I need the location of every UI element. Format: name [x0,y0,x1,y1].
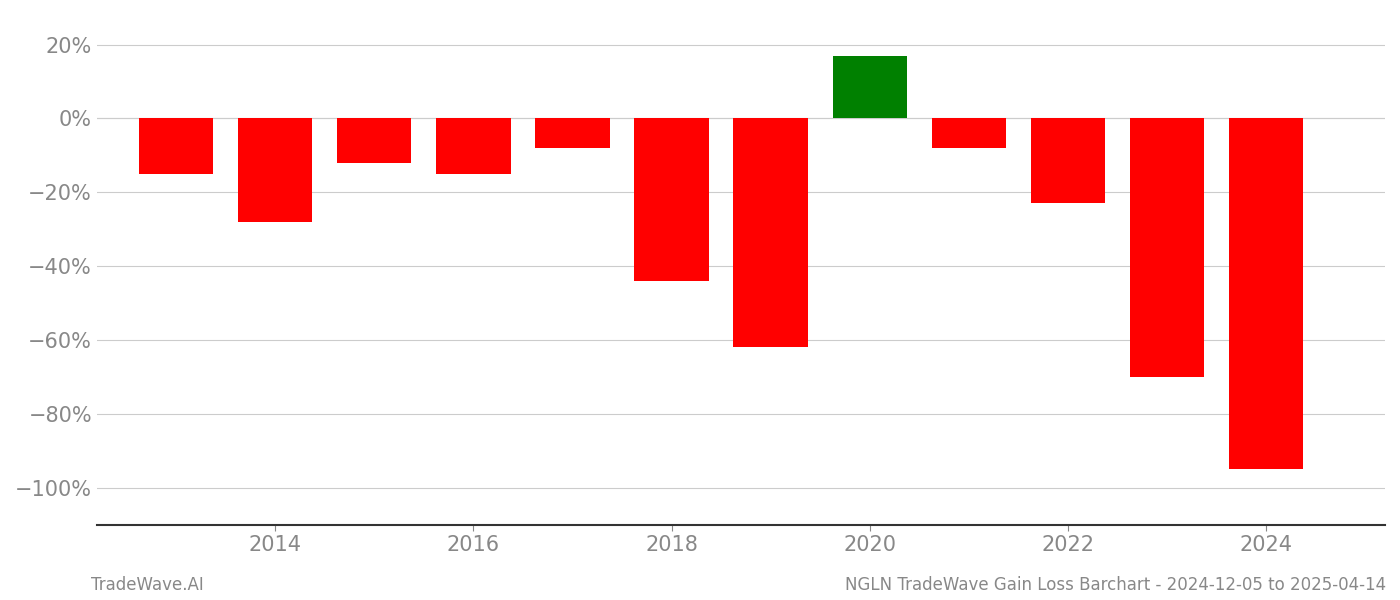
Bar [833,56,907,118]
Text: TradeWave.AI: TradeWave.AI [91,576,204,594]
Bar [238,118,312,222]
Bar [1229,118,1303,469]
Bar [1030,118,1105,203]
Bar [1130,118,1204,377]
Bar [734,118,808,347]
Bar [931,118,1007,148]
Bar [337,118,412,163]
Bar [437,118,511,174]
Bar [634,118,708,281]
Text: NGLN TradeWave Gain Loss Barchart - 2024-12-05 to 2025-04-14: NGLN TradeWave Gain Loss Barchart - 2024… [844,576,1386,594]
Bar [139,118,213,174]
Bar [535,118,609,148]
